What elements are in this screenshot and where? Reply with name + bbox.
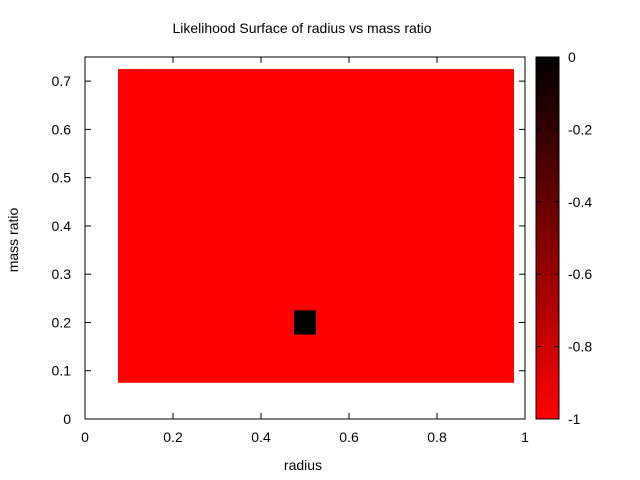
y-tick-label: 0.7 xyxy=(52,73,72,89)
x-tick-label: 0.4 xyxy=(251,429,271,445)
y-tick-label: 0.2 xyxy=(52,314,72,330)
y-axis: 0 0.1 0.2 0.3 0.4 0.5 0.6 0.7 xyxy=(52,73,525,427)
x-axis-label: radius xyxy=(284,457,322,473)
colorbar-tick-label: -0.8 xyxy=(568,339,592,355)
y-tick-label: 0.5 xyxy=(52,170,72,186)
heatmap-region-baseline xyxy=(118,69,514,383)
chart-title: Likelihood Surface of radius vs mass rat… xyxy=(172,20,431,36)
colorbar-ticks: 0 -0.2 -0.4 -0.6 -0.8 -1 xyxy=(536,49,592,427)
x-tick-label: 0.6 xyxy=(339,429,359,445)
x-tick-label: 1 xyxy=(521,429,529,445)
heatmap-cell-peak xyxy=(294,310,316,335)
y-tick-label: 0.6 xyxy=(52,121,72,137)
y-tick-label: 0.3 xyxy=(52,266,72,282)
colorbar-tick-label: -0.4 xyxy=(568,194,592,210)
colorbar-tick-label: 0 xyxy=(568,49,576,65)
x-tick-label: 0.8 xyxy=(427,429,447,445)
colorbar-tick-label: -0.2 xyxy=(568,121,592,137)
y-axis-label: mass ratio xyxy=(5,208,21,273)
colorbar: 0 -0.2 -0.4 -0.6 -0.8 -1 xyxy=(535,49,592,427)
heatmap-cells xyxy=(118,69,514,383)
plot-area: 0 0.2 0.4 0.6 0.8 1 0 0.1 0.2 0.3 0.4 0.5 0.6 0.7 xyxy=(52,56,529,445)
y-tick-label: 0.4 xyxy=(52,218,72,234)
plot-frame xyxy=(84,56,526,420)
x-tick-label: 0 xyxy=(81,429,89,445)
y-tick-label: 0.1 xyxy=(52,363,72,379)
x-axis: 0 0.2 0.4 0.6 0.8 1 xyxy=(81,57,529,445)
colorbar-scale xyxy=(535,56,560,420)
colorbar-tick-label: -0.6 xyxy=(568,266,592,282)
colorbar-tick-label: -1 xyxy=(568,411,581,427)
y-tick-label: 0 xyxy=(63,411,71,427)
x-tick-label: 0.2 xyxy=(163,429,183,445)
